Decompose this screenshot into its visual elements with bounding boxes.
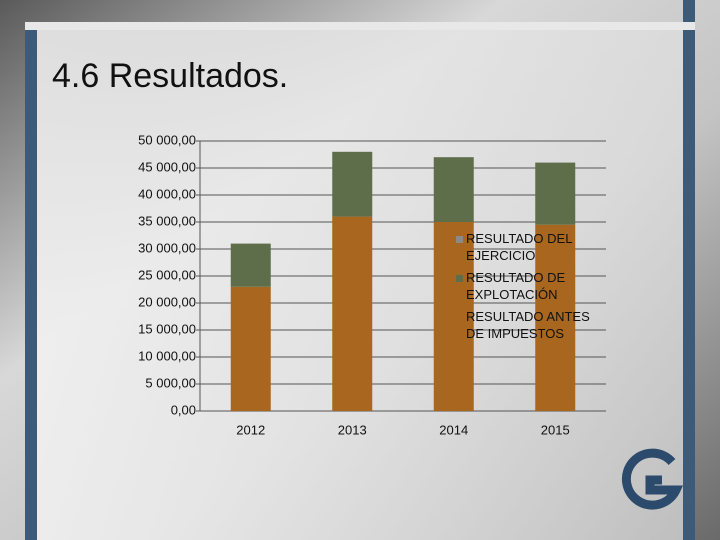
x-tick-label: 2012 <box>236 422 265 437</box>
y-tick-label: 25 000,00 <box>138 267 196 282</box>
bar-segment <box>332 216 373 411</box>
chart: 0,00 5 000,00 10 000,00 15 000,00 20 000,00 2… <box>138 132 606 437</box>
y-tick-label: 50 000,00 <box>138 132 196 147</box>
y-tick-label: 40 000,00 <box>138 186 196 201</box>
logo <box>621 448 684 510</box>
legend-label: RESULTADO ANTES DE IMPUESTOS <box>466 309 590 341</box>
right-bar <box>683 0 695 540</box>
y-tick-label: 0,00 <box>171 402 196 417</box>
x-tick-label: 2013 <box>338 422 367 437</box>
bar-segment <box>535 224 576 411</box>
y-tick-label: 35 000,00 <box>138 213 196 228</box>
x-tick-label: 2015 <box>541 422 570 437</box>
y-tick-label: 15 000,00 <box>138 321 196 336</box>
bar-segment <box>230 243 271 287</box>
y-tick-label: 20 000,00 <box>138 294 196 309</box>
bar-segment <box>433 157 474 222</box>
legend-swatch <box>456 314 463 321</box>
left-bar <box>25 30 37 540</box>
top-band <box>25 22 695 30</box>
bar-segment <box>230 286 271 411</box>
y-tick-label: 5 000,00 <box>145 375 196 390</box>
bar-segment <box>535 162 576 225</box>
y-tick-label: 10 000,00 <box>138 348 196 363</box>
x-tick-label: 2014 <box>439 422 468 437</box>
legend-swatch <box>456 236 463 243</box>
logo-mark <box>621 448 684 510</box>
legend-label: RESULTADO DEL EJERCICIO <box>466 231 572 263</box>
slide-title: 4.6 Resultados. <box>52 57 288 95</box>
y-tick-label: 45 000,00 <box>138 159 196 174</box>
legend-swatch <box>456 275 463 282</box>
bar-segment <box>332 151 373 217</box>
bar-segment <box>433 222 474 411</box>
y-tick-label: 30 000,00 <box>138 240 196 255</box>
legend-label: RESULTADO DE EXPLOTACIÓN <box>466 270 566 302</box>
